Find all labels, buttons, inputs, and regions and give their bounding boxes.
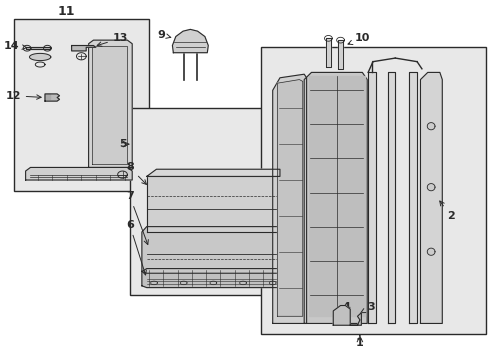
Text: 1: 1 <box>355 338 363 348</box>
Text: 9: 9 <box>157 30 170 40</box>
Text: 10: 10 <box>347 33 370 45</box>
Polygon shape <box>272 74 306 323</box>
Polygon shape <box>304 72 366 323</box>
Polygon shape <box>92 45 127 164</box>
Polygon shape <box>325 39 330 67</box>
Polygon shape <box>427 248 434 255</box>
Polygon shape <box>420 72 441 323</box>
Text: 14: 14 <box>4 41 26 50</box>
Text: 2: 2 <box>439 201 454 221</box>
Bar <box>260 47 485 334</box>
Polygon shape <box>142 226 284 273</box>
Text: 6: 6 <box>125 220 146 275</box>
Text: 5: 5 <box>119 139 126 149</box>
Text: 8: 8 <box>125 162 146 184</box>
Polygon shape <box>427 123 434 130</box>
Polygon shape <box>142 269 284 288</box>
Bar <box>14 19 149 191</box>
Polygon shape <box>146 169 280 176</box>
Polygon shape <box>29 53 51 60</box>
Polygon shape <box>45 94 50 99</box>
Polygon shape <box>427 184 434 191</box>
Text: 12: 12 <box>5 91 41 101</box>
Polygon shape <box>333 306 349 325</box>
Polygon shape <box>277 80 302 316</box>
Polygon shape <box>337 40 342 69</box>
Polygon shape <box>25 47 50 49</box>
Polygon shape <box>25 167 132 180</box>
Polygon shape <box>408 72 416 323</box>
Polygon shape <box>45 94 60 101</box>
Polygon shape <box>88 40 132 167</box>
Text: 4: 4 <box>339 302 350 312</box>
Polygon shape <box>386 72 394 323</box>
Bar <box>129 108 294 295</box>
Text: 3: 3 <box>360 302 374 313</box>
Polygon shape <box>72 45 96 51</box>
Text: 11: 11 <box>58 5 75 18</box>
Polygon shape <box>308 76 364 316</box>
Polygon shape <box>146 176 280 232</box>
Polygon shape <box>172 30 208 53</box>
Text: 7: 7 <box>125 191 148 244</box>
Polygon shape <box>349 313 361 325</box>
Polygon shape <box>367 72 375 323</box>
Text: 13: 13 <box>97 33 128 46</box>
